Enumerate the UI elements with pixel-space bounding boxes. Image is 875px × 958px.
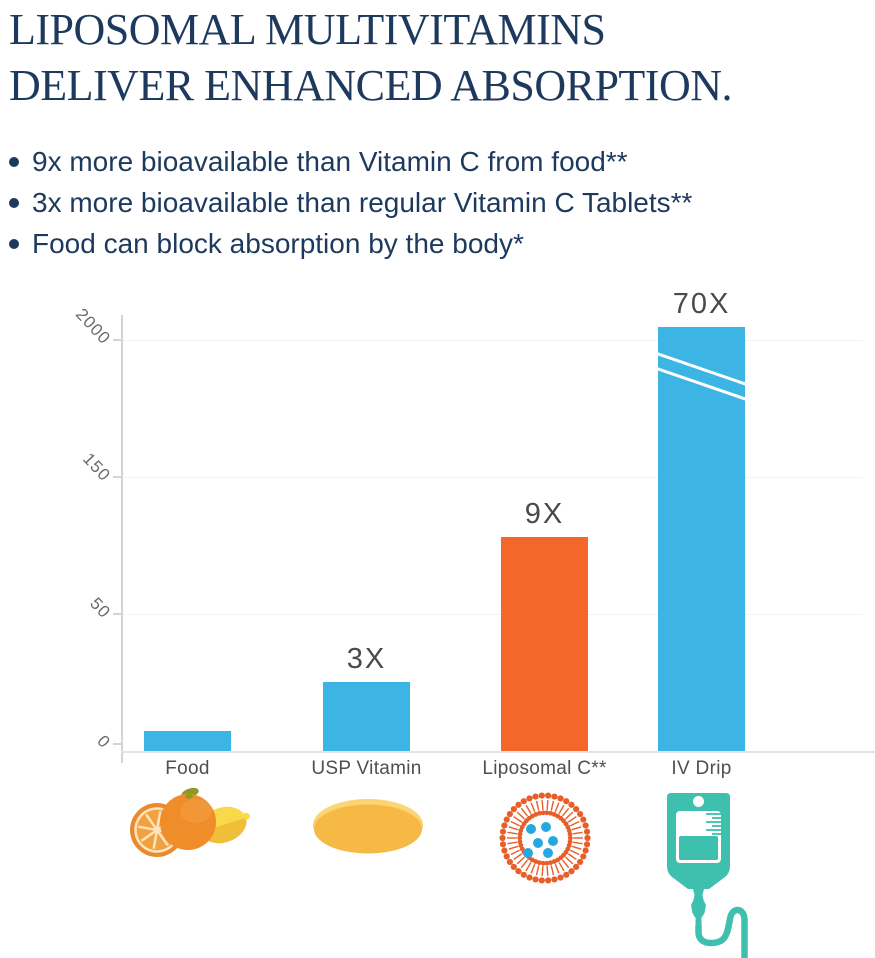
bar-iv-drip: [658, 327, 745, 751]
axis-break-mark: [658, 365, 745, 403]
category-label: IV Drip: [671, 758, 732, 779]
bullet-icon: [9, 156, 19, 167]
bar-value-label: 9X: [524, 498, 565, 530]
gridline: [121, 614, 863, 615]
drip-port: [691, 895, 706, 918]
headline-line-2: DELIVER ENHANCED ABSORPTION.: [9, 61, 733, 110]
bag-neck: [693, 889, 704, 895]
bar-food: [144, 731, 231, 751]
gridline: [121, 477, 863, 478]
hanger-hole: [693, 796, 704, 807]
y-tick-mark: [113, 339, 121, 341]
y-tick-label: 150: [79, 449, 115, 486]
liposome-bilayer: [499, 792, 591, 884]
benefit-text: 3x more bioavailable than regular Vitami…: [32, 186, 693, 218]
benefit-list: 9x more bioavailable than Vitamin C from…: [9, 141, 692, 264]
drip-tube: [695, 906, 748, 958]
gridline: [121, 340, 863, 341]
bar-liposomal-c: [501, 537, 588, 751]
category-label: Liposomal C**: [482, 758, 607, 779]
benefit-text: 9x more bioavailable than Vitamin C from…: [32, 145, 628, 177]
category-label: USP Vitamin: [311, 758, 422, 779]
y-axis-line: [121, 315, 123, 763]
bar-value-label: 3X: [346, 643, 387, 675]
y-tick-mark: [113, 743, 121, 745]
liposome-icon: [499, 792, 591, 884]
food-icon: [130, 787, 250, 857]
benefit-item: 9x more bioavailable than Vitamin C from…: [9, 141, 692, 182]
headline: LIPOSOMAL MULTIVITAMINS DELIVER ENHANCED…: [9, 2, 733, 114]
tablet-body: [314, 804, 422, 854]
y-tick-mark: [113, 613, 121, 615]
measure-ticks: [706, 813, 721, 835]
bag-liquid: [679, 836, 718, 860]
x-axis-line: [121, 751, 875, 753]
y-tick-label: 2000: [71, 304, 115, 349]
whole-orange: [160, 787, 216, 850]
benefit-item: Food can block absorption by the body*: [9, 223, 692, 264]
benefit-text: Food can block absorption by the body*: [32, 227, 524, 259]
category-label: Food: [165, 758, 210, 779]
bar-usp-vitamin: [323, 682, 410, 751]
y-tick-mark: [113, 476, 121, 478]
iv-drip-icon: [667, 793, 748, 958]
y-tick-label: 50: [86, 593, 115, 623]
y-tick-label: 0: [93, 731, 115, 753]
vitamin-tablet-icon: [313, 799, 423, 854]
vitamin-molecules: [523, 822, 558, 858]
bullet-icon: [9, 238, 19, 249]
benefit-item: 3x more bioavailable than regular Vitami…: [9, 182, 692, 223]
bullet-icon: [9, 197, 19, 208]
bar-value-label: 70X: [672, 288, 731, 320]
headline-line-1: LIPOSOMAL MULTIVITAMINS: [9, 5, 606, 54]
